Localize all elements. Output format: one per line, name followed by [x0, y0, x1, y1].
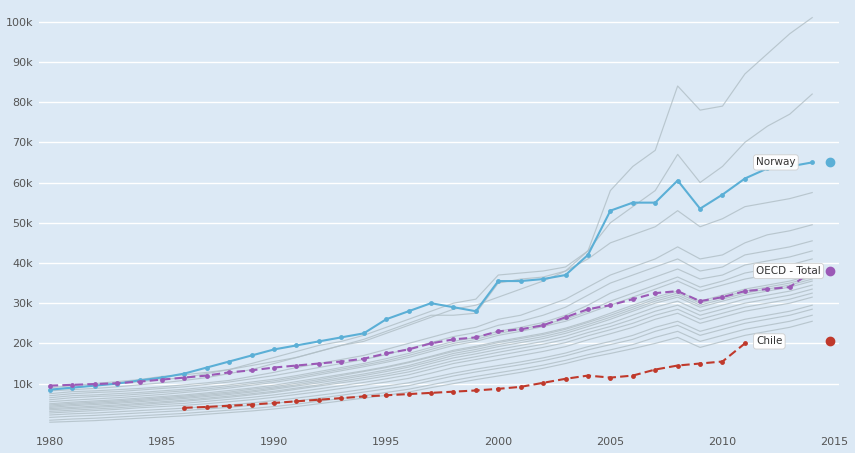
Text: Chile: Chile: [756, 337, 782, 347]
Text: OECD - Total: OECD - Total: [756, 266, 821, 276]
Text: Norway: Norway: [756, 157, 796, 168]
